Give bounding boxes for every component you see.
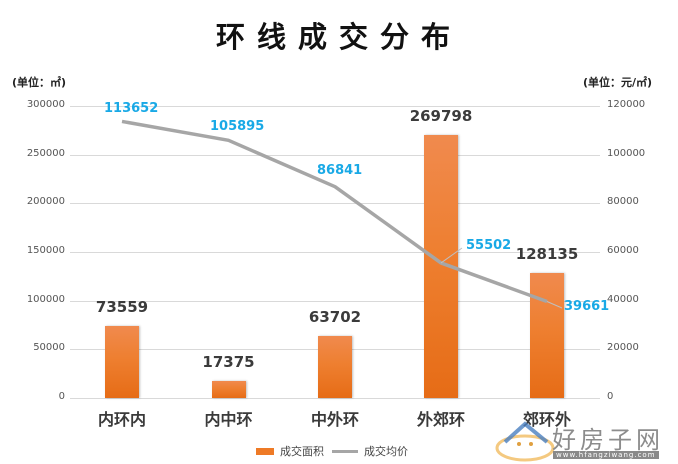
left-axis-tick: 300000 — [26, 99, 65, 110]
gridline — [70, 398, 600, 399]
left-axis-tick: 50000 — [33, 342, 65, 354]
house-logo-icon — [495, 421, 555, 462]
bar-1[interactable] — [105, 326, 139, 398]
gridline — [70, 300, 600, 302]
bar-value-label: 17375 — [202, 353, 255, 372]
left-axis-unit: (单位：㎡) — [12, 76, 67, 89]
legend-line-label: 成交均价 — [364, 445, 408, 458]
right-axis-unit: (单位：元/㎡) — [583, 76, 653, 89]
right-axis-tick: 40000 — [607, 293, 639, 305]
legend-line-swatch — [332, 449, 358, 453]
bar-value-label: 73559 — [95, 298, 149, 317]
price-value-label: 39661 — [564, 299, 610, 314]
legend-bar-label: 成交面积 — [280, 445, 324, 458]
gridline — [70, 252, 600, 253]
gridline — [70, 203, 600, 205]
category-label: 中外环 — [310, 410, 359, 429]
chart-title: 环线成交分布 — [215, 20, 462, 54]
right-axis-tick: 0 — [607, 391, 614, 402]
right-axis-tick: 80000 — [607, 196, 639, 208]
price-value-label: 105895 — [210, 119, 265, 134]
left-axis-tick: 250000 — [26, 147, 65, 159]
bar-2[interactable] — [211, 381, 246, 398]
right-axis-tick: 60000 — [607, 245, 639, 256]
category-label: 内中环 — [204, 410, 253, 429]
price-value-label: 113652 — [104, 101, 159, 116]
bar-value-label: 63702 — [308, 307, 362, 326]
category-label: 外郊环 — [416, 410, 465, 429]
gridline — [70, 106, 600, 107]
left-axis-tick: 150000 — [26, 245, 65, 256]
legend: 成交面积 成交均价 — [256, 443, 408, 459]
right-axis-tick: 20000 — [607, 342, 639, 354]
price-value-label: 55502 — [466, 238, 512, 253]
right-axis-tick: 100000 — [607, 147, 646, 159]
watermark-text: 好房子网 — [552, 426, 664, 454]
left-axis-tick: 100000 — [26, 293, 65, 305]
right-axis-tick: 120000 — [607, 99, 646, 110]
legend-bar-swatch — [256, 447, 274, 455]
left-axis-tick: 0 — [58, 391, 65, 402]
left-axis-tick: 200000 — [26, 196, 65, 208]
bar-value-label: 128135 — [515, 245, 579, 264]
bar-5[interactable] — [530, 273, 564, 398]
category-label: 内环内 — [97, 410, 146, 429]
watermark-url: www.hfangziwang.com — [553, 451, 659, 459]
gridline — [70, 154, 600, 156]
price-value-label: 86841 — [317, 163, 363, 178]
bar-3[interactable] — [318, 335, 352, 398]
bar-value-label: 269798 — [409, 107, 473, 126]
category-label: 郊环外 — [522, 410, 571, 429]
